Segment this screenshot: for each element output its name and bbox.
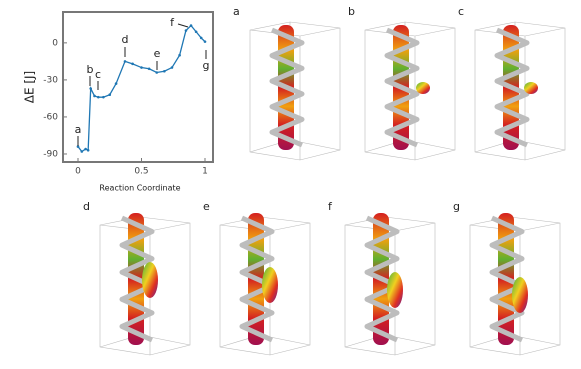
data-point bbox=[84, 147, 87, 151]
helix-segment bbox=[262, 267, 278, 303]
data-point bbox=[97, 95, 100, 99]
plot-frame bbox=[62, 11, 214, 163]
data-point bbox=[163, 69, 166, 73]
helix-segment bbox=[524, 82, 538, 94]
data-point bbox=[184, 29, 188, 32]
panel-label: g bbox=[453, 200, 460, 213]
data-point bbox=[199, 36, 203, 40]
helix-segment bbox=[512, 277, 528, 313]
data-point bbox=[131, 62, 134, 66]
panel-label: b bbox=[348, 5, 355, 18]
annotation: g bbox=[203, 59, 210, 72]
data-point bbox=[89, 87, 92, 90]
x-tick-label: 0 bbox=[75, 167, 81, 177]
annotation-pointer bbox=[177, 23, 189, 28]
data-point bbox=[108, 93, 112, 97]
data-point bbox=[102, 95, 105, 99]
y-axis-label: ΔE [J] bbox=[23, 71, 37, 104]
structure-panel: a bbox=[233, 5, 341, 161]
annotation: b bbox=[87, 63, 94, 76]
annotation: e bbox=[154, 47, 161, 60]
panel-label: c bbox=[458, 5, 464, 18]
helix-ribbon bbox=[269, 27, 305, 148]
data-line bbox=[77, 24, 206, 153]
helix-ribbon bbox=[489, 215, 525, 343]
data-point bbox=[140, 66, 143, 69]
x-tick-label: 1 bbox=[202, 167, 208, 177]
panel-label: d bbox=[83, 200, 90, 213]
structure-panel: c bbox=[458, 5, 566, 161]
helix-segment bbox=[142, 262, 158, 298]
structure-panel: f bbox=[328, 200, 436, 356]
panel-label: e bbox=[203, 200, 210, 213]
helix-ribbon bbox=[239, 215, 275, 343]
data-point bbox=[155, 71, 159, 74]
x-tick-label: 0.5 bbox=[134, 167, 148, 177]
structure-panel: d bbox=[83, 200, 191, 356]
helix-segment bbox=[416, 82, 430, 94]
data-point bbox=[178, 53, 181, 57]
data-point bbox=[80, 150, 84, 153]
structure-panel: b bbox=[348, 5, 456, 161]
data-point bbox=[170, 66, 174, 69]
data-point bbox=[203, 40, 207, 43]
structure-panel: g bbox=[453, 200, 561, 356]
annotation: f bbox=[170, 16, 175, 29]
y-tick-label: -60 bbox=[43, 112, 58, 122]
data-point bbox=[86, 148, 90, 152]
annotation: a bbox=[75, 123, 82, 136]
helix-ribbon bbox=[364, 215, 400, 343]
data-point bbox=[189, 24, 193, 27]
panel-label: a bbox=[233, 5, 240, 18]
data-point bbox=[76, 145, 80, 148]
structure-panel: e bbox=[203, 200, 311, 356]
y-tick-label: -90 bbox=[43, 149, 58, 159]
data-point bbox=[194, 30, 198, 34]
data-point bbox=[123, 60, 127, 63]
y-tick-label: -30 bbox=[43, 75, 58, 85]
data-point bbox=[93, 94, 96, 98]
helix-ribbon bbox=[119, 215, 155, 343]
x-axis-label: Reaction Coordinate bbox=[99, 184, 180, 193]
data-point bbox=[147, 67, 151, 71]
panel-label: f bbox=[328, 200, 333, 213]
helix-ribbon bbox=[384, 27, 420, 148]
annotation: c bbox=[95, 68, 101, 81]
annotation: d bbox=[122, 33, 129, 46]
helix-segment bbox=[387, 272, 403, 308]
y-tick-label: 0 bbox=[52, 38, 58, 48]
helix-ribbon bbox=[494, 27, 530, 148]
data-point bbox=[114, 82, 118, 85]
